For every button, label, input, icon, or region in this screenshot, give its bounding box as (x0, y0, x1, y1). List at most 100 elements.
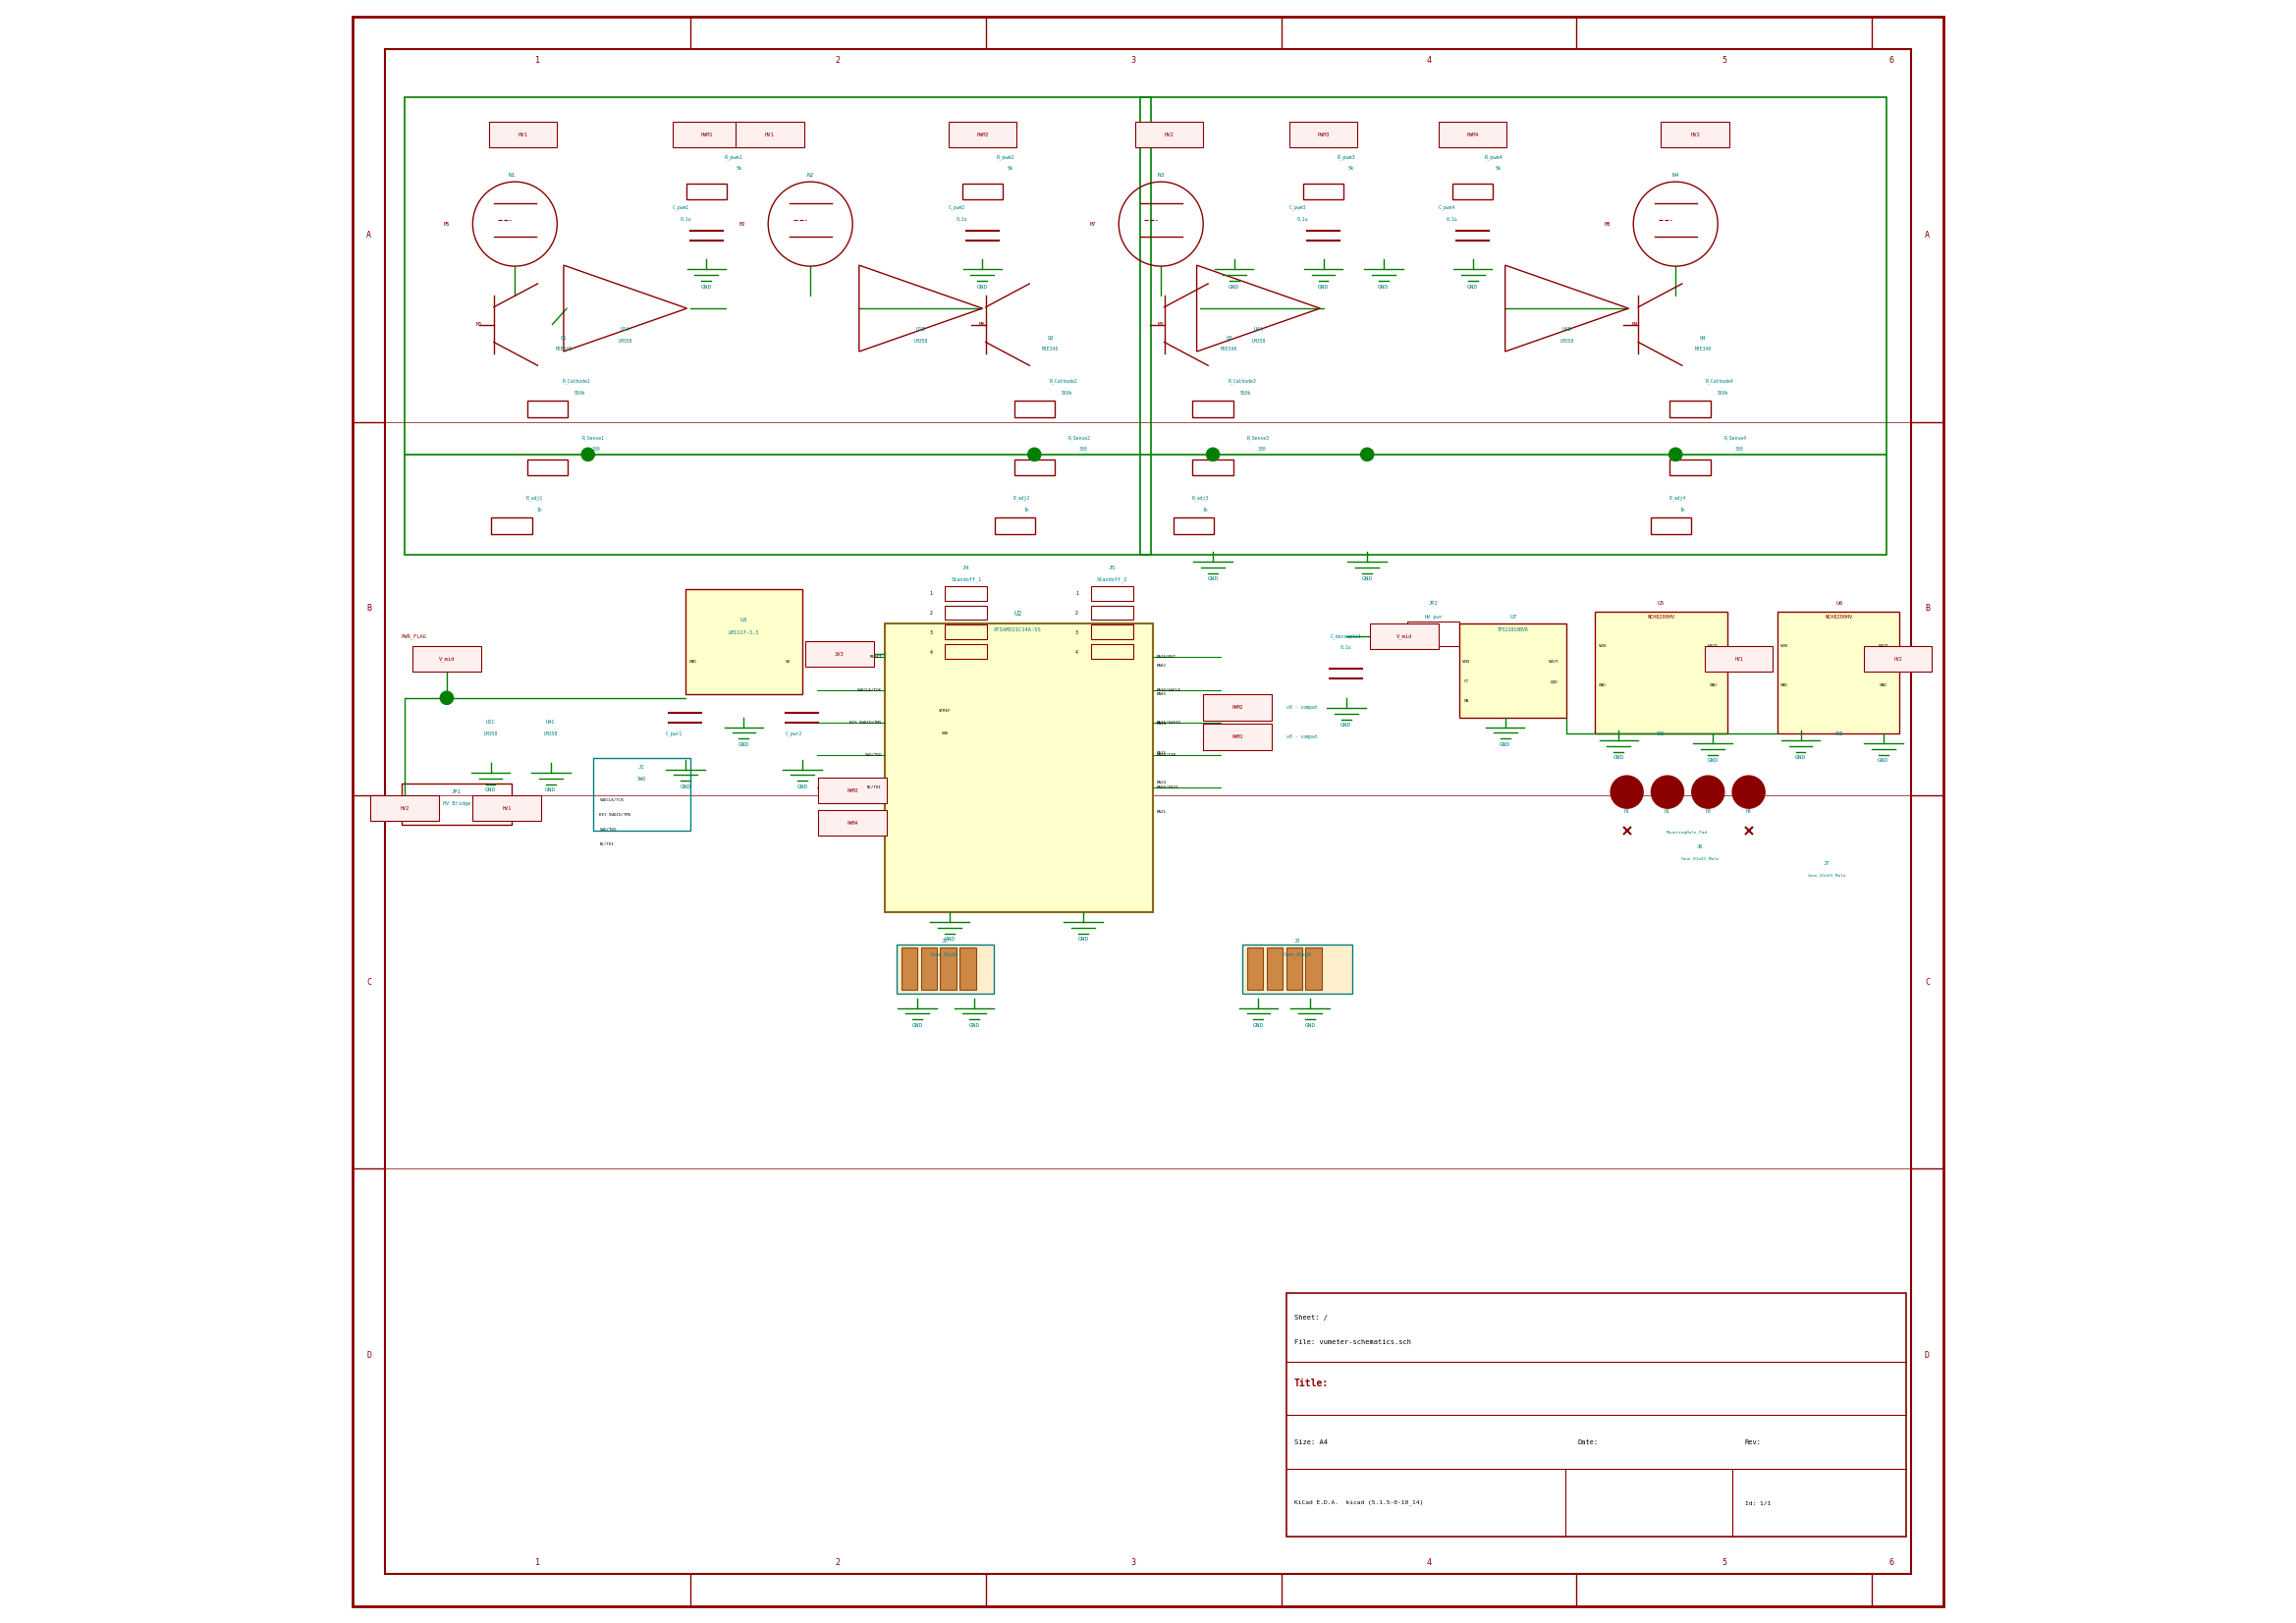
FancyBboxPatch shape (806, 641, 875, 667)
Bar (1173, 518, 1215, 534)
Text: LM358: LM358 (618, 338, 631, 344)
Bar (1593, 612, 1727, 734)
Text: R_pwm4: R_pwm4 (1486, 154, 1504, 161)
Text: PA09/XOUT: PA09/XOUT (1157, 786, 1178, 789)
Bar (404, 97, 1150, 555)
Text: GND: GND (1598, 683, 1607, 687)
Text: C_pwm4: C_pwm4 (1437, 204, 1456, 211)
Bar (1306, 948, 1322, 990)
Bar (1407, 622, 1460, 646)
Text: ON: ON (1463, 700, 1469, 703)
Text: GND: GND (1378, 284, 1389, 289)
Text: H3: H3 (1706, 808, 1711, 815)
Text: GND: GND (1878, 758, 1890, 763)
Bar (1015, 401, 1054, 417)
Text: 3: 3 (1132, 55, 1137, 65)
Text: PWM4: PWM4 (847, 820, 859, 826)
FancyBboxPatch shape (1660, 122, 1729, 148)
Text: v0 - compat: v0 - compat (1286, 734, 1318, 740)
Text: Standoff_1: Standoff_1 (951, 576, 980, 583)
Text: U1A: U1A (620, 326, 629, 333)
Text: Q4: Q4 (1699, 334, 1706, 341)
Text: R_adj3: R_adj3 (1192, 495, 1208, 502)
Text: B: B (367, 604, 372, 613)
Text: VOUT: VOUT (1708, 644, 1717, 648)
FancyBboxPatch shape (948, 122, 1017, 148)
Text: GND: GND (1708, 683, 1717, 687)
Text: 4: 4 (1075, 649, 1079, 656)
Text: LM358: LM358 (544, 730, 558, 737)
Text: LM358: LM358 (914, 338, 928, 344)
Text: A: A (1924, 230, 1929, 240)
Text: C: C (1924, 977, 1929, 987)
Text: J6: J6 (1697, 844, 1704, 850)
FancyBboxPatch shape (489, 122, 558, 148)
Text: 1k: 1k (537, 506, 542, 513)
Text: PA30/SWCLK: PA30/SWCLK (1157, 688, 1180, 691)
Bar (528, 401, 567, 417)
Circle shape (1029, 448, 1040, 461)
Bar (1286, 1294, 1906, 1537)
Text: 1k: 1k (1678, 506, 1685, 513)
Text: Standoff_2: Standoff_2 (1097, 576, 1127, 583)
Text: M4: M4 (1632, 321, 1637, 328)
Text: PWM1: PWM1 (700, 131, 712, 138)
Bar (528, 459, 567, 476)
Text: KiCad E.D.A.  kicad (5.1.5-0-10_14): KiCad E.D.A. kicad (5.1.5-0-10_14) (1295, 1500, 1424, 1506)
Text: GND: GND (912, 1022, 923, 1027)
Text: NC/TDI: NC/TDI (868, 786, 882, 789)
Text: 550k: 550k (1240, 390, 1251, 396)
Text: R_adj2: R_adj2 (1013, 495, 1031, 502)
Text: R_Sense3: R_Sense3 (1247, 435, 1270, 441)
Text: GND: GND (1880, 683, 1887, 687)
Text: GND: GND (969, 1022, 980, 1027)
Text: GND: GND (689, 661, 698, 664)
Text: U2: U2 (1015, 610, 1022, 617)
Text: H2: H2 (1665, 808, 1669, 815)
Text: TPS22810BVR: TPS22810BVR (1497, 626, 1529, 633)
Text: GND: GND (484, 787, 496, 792)
Text: B: B (1924, 604, 1929, 613)
Text: 0.1u: 0.1u (1341, 644, 1352, 651)
Text: VIN: VIN (1598, 644, 1607, 648)
Text: N3: N3 (1157, 172, 1164, 179)
Text: A: A (367, 230, 372, 240)
Text: GND: GND (1318, 284, 1329, 289)
FancyBboxPatch shape (1371, 623, 1440, 649)
Bar (687, 183, 728, 200)
Text: PWM3: PWM3 (1318, 131, 1329, 138)
Text: LM358: LM358 (1559, 338, 1573, 344)
Text: HV_pwr: HV_pwr (1424, 613, 1442, 620)
Text: PA31/SWDIO: PA31/SWDIO (1157, 721, 1180, 724)
FancyBboxPatch shape (1134, 122, 1203, 148)
Text: HV1: HV1 (519, 131, 528, 138)
Bar (960, 948, 976, 990)
Text: M5: M5 (443, 221, 450, 227)
Text: U4B: U4B (1561, 326, 1570, 333)
Text: 1k: 1k (1203, 506, 1208, 513)
Text: M8: M8 (1605, 221, 1609, 227)
Text: M1: M1 (475, 321, 482, 328)
Bar (1242, 945, 1352, 993)
Bar (962, 183, 1003, 200)
Text: 2: 2 (836, 55, 840, 65)
Text: 550k: 550k (1061, 390, 1072, 396)
Text: J3: J3 (1295, 938, 1300, 945)
Text: GND: GND (941, 732, 948, 735)
Text: 6: 6 (1890, 1558, 1894, 1568)
Text: U4C: U4C (546, 719, 556, 725)
Bar (1651, 518, 1690, 534)
Text: N4: N4 (1671, 172, 1678, 179)
Text: Conn_01x04: Conn_01x04 (930, 951, 960, 958)
Text: HV1: HV1 (765, 131, 774, 138)
Bar (941, 948, 957, 990)
Text: R_adj1: R_adj1 (526, 495, 542, 502)
Text: 330: 330 (1736, 446, 1743, 453)
Text: MJE340: MJE340 (1694, 346, 1711, 352)
Bar (1460, 623, 1566, 717)
Text: PA28/RST: PA28/RST (1157, 656, 1176, 659)
Text: 0.1u: 0.1u (680, 216, 691, 222)
Text: C_pwm3: C_pwm3 (1288, 204, 1306, 211)
Bar (1192, 401, 1233, 417)
Text: 5k: 5k (735, 166, 742, 172)
